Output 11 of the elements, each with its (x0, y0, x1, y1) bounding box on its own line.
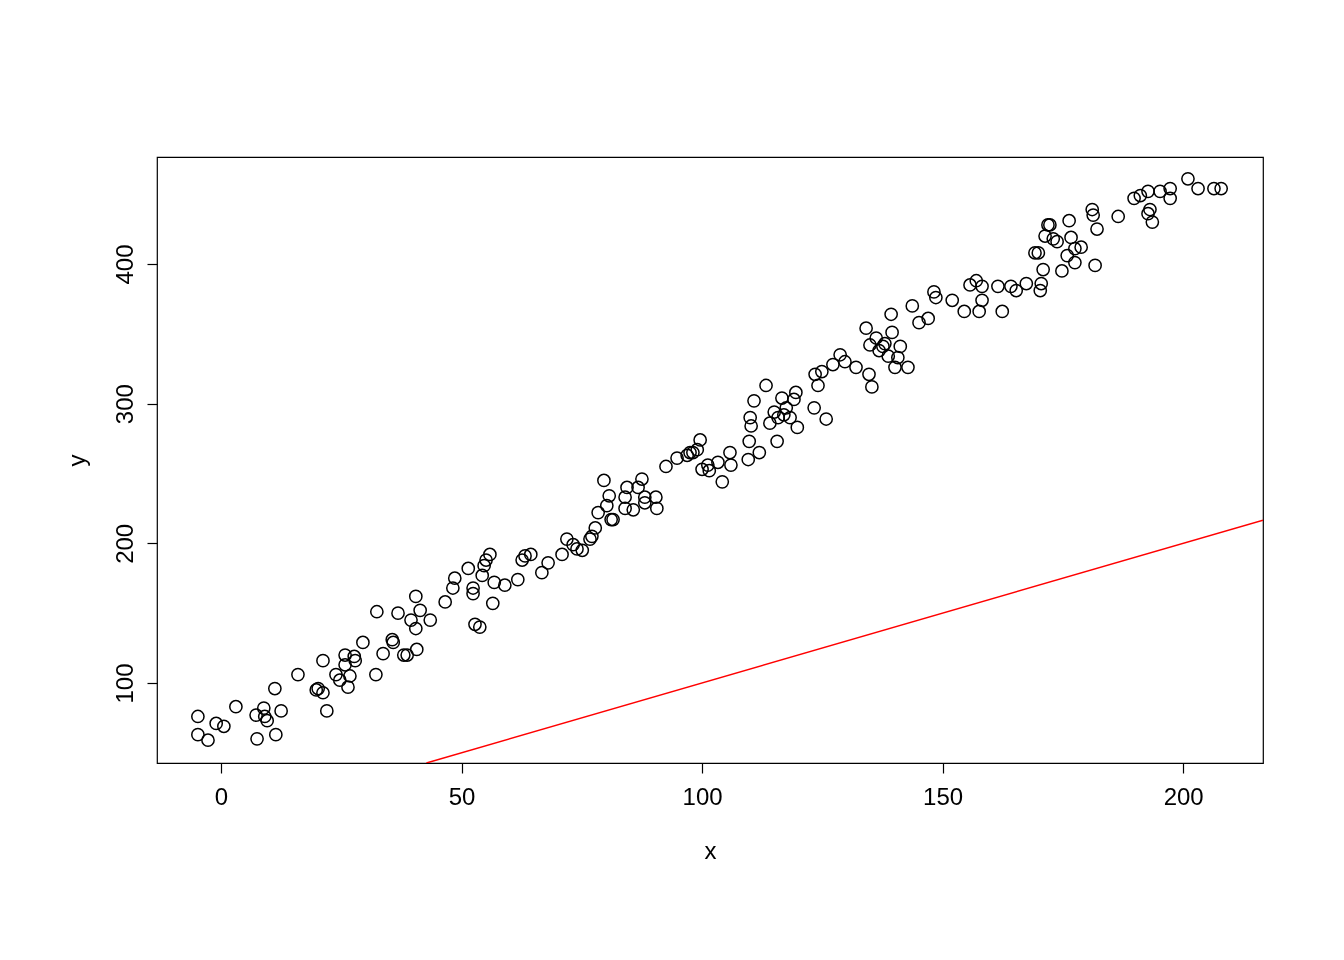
y-tick-label: 100 (110, 663, 138, 704)
y-axis-title: y (62, 454, 90, 467)
y-tick-label: 300 (110, 384, 138, 425)
y-tick-label: 400 (110, 244, 138, 285)
x-tick-label: 200 (1163, 782, 1204, 810)
x-tick-label: 150 (923, 782, 964, 810)
x-tick-label: 100 (682, 782, 723, 810)
x-tick-label: 0 (214, 782, 229, 810)
x-tick-label: 50 (448, 782, 476, 810)
y-tick-label: 200 (110, 523, 138, 564)
x-axis-title: x (704, 836, 717, 864)
